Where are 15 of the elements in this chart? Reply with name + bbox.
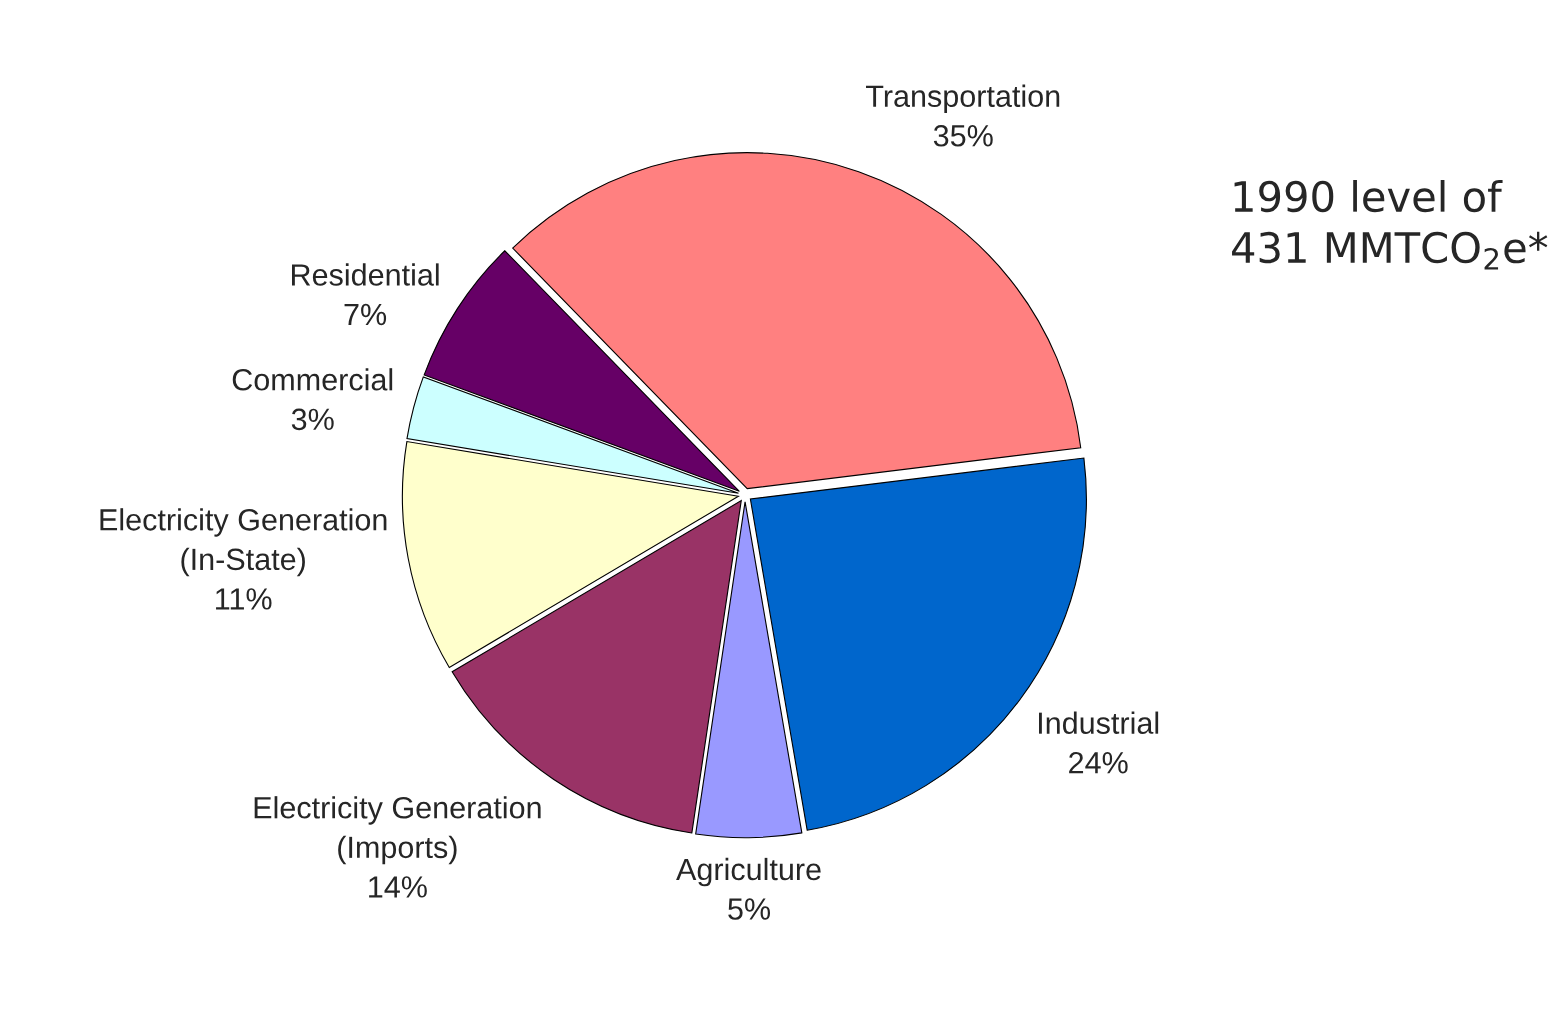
data-label: 5% <box>728 898 771 920</box>
slice-label: Industrial <box>1039 711 1159 734</box>
data-label: 14% <box>369 876 427 898</box>
slice-label: Electricity Generation (Imports) <box>254 796 541 865</box>
slice-label: Agriculture <box>676 857 821 887</box>
data-label: 35% <box>933 124 993 147</box>
slice-label: Residential <box>292 263 439 286</box>
data-label: 3% <box>291 408 334 431</box>
data-label: 11% <box>216 588 272 610</box>
slice-label: Transportation <box>866 84 1060 114</box>
text: 1990 level of 431 MMTCO$_{2}$e* <box>1232 180 1548 270</box>
slice-label: Electricity Generation (In-State) <box>100 508 387 577</box>
slice-label: Commercial <box>232 368 393 391</box>
data-label: 24% <box>1069 751 1128 774</box>
data-label: 7% <box>344 303 387 326</box>
